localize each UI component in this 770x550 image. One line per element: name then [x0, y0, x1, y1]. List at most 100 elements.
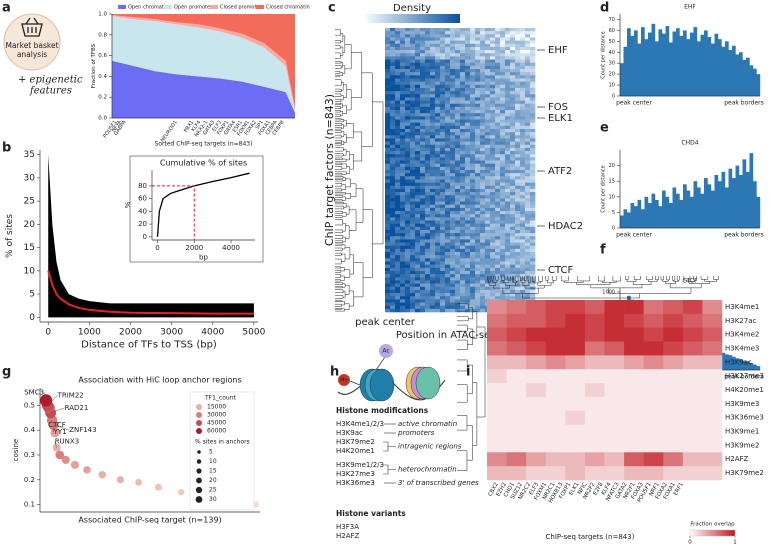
heat-cell: [470, 207, 476, 212]
dendro-link: [339, 61, 342, 64]
heat-cell: [400, 289, 406, 294]
dendro-link: [608, 287, 692, 294]
heat-cell: [415, 43, 421, 48]
heat-cell: [415, 255, 421, 259]
heat-cell: [510, 135, 516, 139]
bar: [756, 74, 761, 96]
point: [70, 460, 79, 469]
heat-cell: [425, 217, 431, 221]
heat-cell: [415, 78, 421, 82]
heat-cell: [410, 182, 416, 187]
y-tick-label: 10: [609, 194, 615, 200]
heat-cell: [506, 355, 527, 370]
heat-cell: [584, 300, 605, 315]
heat-cell: [410, 261, 416, 265]
heat-cell: [485, 138, 491, 142]
heat-cell: [415, 274, 421, 278]
heat-cell: [530, 182, 536, 187]
heat-cell: [510, 81, 516, 86]
heat-cell: [485, 122, 491, 127]
heat-cell: [530, 223, 536, 228]
heat-cell: [510, 65, 516, 70]
heat-cell: [520, 163, 526, 168]
heat-cell: [520, 255, 526, 259]
heat-cell: [475, 62, 481, 67]
dendro-link: [467, 364, 473, 394]
heat-cell: [410, 195, 416, 199]
heat-cell: [410, 138, 416, 142]
heat-cell: [510, 157, 516, 161]
dendro-link: [495, 279, 499, 281]
dendro-link: [464, 303, 469, 312]
heat-cell: [485, 37, 491, 41]
heat-cell: [420, 258, 426, 262]
heat-cell: [385, 252, 391, 256]
heat-cell: [405, 128, 411, 133]
heat-cell: [430, 173, 436, 177]
heat-cell: [390, 211, 396, 215]
dendro-link: [576, 282, 611, 285]
heat-cell: [400, 154, 406, 158]
heat-cell: [395, 261, 401, 265]
y-tick-label: 1.0: [98, 12, 107, 18]
heat-cell: [395, 239, 401, 243]
heat-cell: [390, 97, 396, 101]
heat-cell: [500, 252, 506, 256]
heat-cell: [425, 283, 431, 288]
bar: [756, 196, 761, 228]
heat-cell: [515, 245, 521, 250]
heat-cell: [390, 277, 396, 281]
heat-cell: [604, 466, 625, 481]
heat-cell: [530, 255, 536, 259]
heat-cell: [395, 233, 401, 237]
heat-cell: [430, 147, 436, 152]
heat-cell: [435, 138, 441, 142]
dendro-link: [340, 247, 343, 251]
dendro-link: [341, 240, 344, 243]
heat-cell: [415, 97, 421, 101]
heat-cell: [425, 125, 431, 130]
heat-cell: [405, 258, 411, 262]
heat-cell: [505, 270, 511, 275]
heat-cell: [584, 438, 605, 453]
heat-cell: [420, 157, 426, 161]
heat-cell: [460, 97, 466, 101]
heat-cell: [385, 100, 391, 105]
heat-cell: [520, 248, 526, 253]
dendro-link: [626, 279, 637, 282]
heat-cell: [500, 75, 506, 79]
heat-cell: [450, 37, 456, 41]
heat-cell: [385, 144, 391, 149]
dendro-link: [338, 274, 342, 278]
heat-cell: [430, 176, 436, 180]
dendro-link: [339, 40, 341, 44]
heat-cell: [425, 151, 431, 155]
heat-cell: [663, 327, 684, 342]
heat-cell: [410, 308, 416, 313]
heat-cell: [420, 207, 426, 212]
heat-cell: [445, 56, 451, 60]
heat-cell: [480, 220, 486, 224]
heat-cell: [460, 245, 466, 250]
heat-cell: [530, 258, 536, 262]
heat-cell: [500, 72, 506, 76]
heat-cell: [425, 128, 431, 133]
heat-cell: [624, 327, 644, 342]
heat-cell: [450, 40, 456, 45]
heat-cell: [450, 293, 456, 297]
heat-cell: [475, 110, 481, 114]
heat-cell: [530, 166, 536, 171]
heat-cell: [485, 211, 491, 215]
heat-cell: [643, 369, 664, 384]
heat-cell: [460, 56, 466, 60]
heat-cell: [405, 173, 411, 177]
heat-cell: [445, 299, 451, 303]
heat-cell: [515, 144, 521, 149]
heat-cell: [485, 132, 491, 136]
heat-cell: [455, 125, 461, 130]
heat-cell: [530, 185, 536, 190]
heat-cell: [430, 286, 436, 291]
heat-cell: [390, 116, 396, 120]
heat-cell: [510, 170, 516, 174]
heat-cell: [465, 248, 471, 253]
